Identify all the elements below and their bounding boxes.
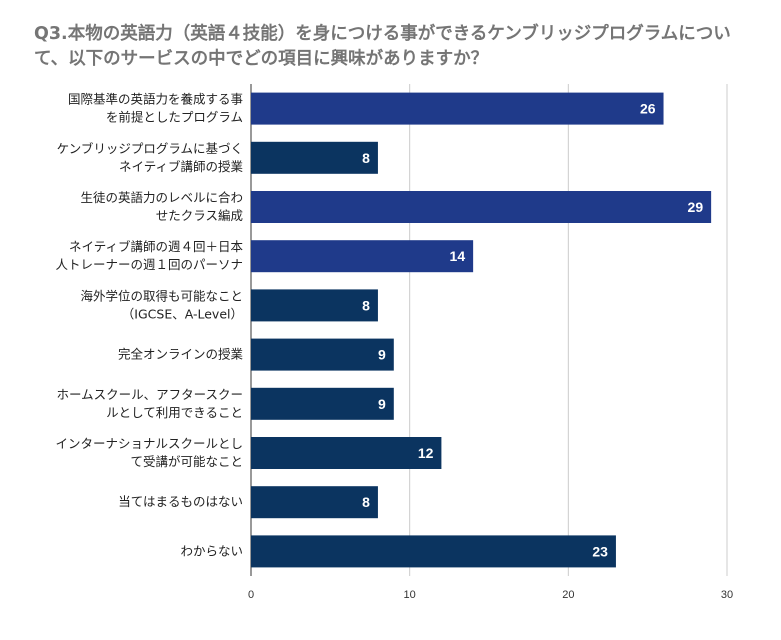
category-label: 完全オンラインの授業: [118, 347, 244, 362]
category-label: 当てはまるものはない: [118, 494, 243, 509]
category-label: ネイティブ講師の週４回＋日本: [69, 239, 244, 254]
bar: [251, 535, 616, 568]
category-label: ルとして利用できること: [106, 405, 243, 420]
data-label: 26: [640, 101, 656, 117]
category-label: を前提としたプログラム: [106, 110, 243, 125]
chart-title: Q3.本物の英語力（英語４技能）を身につける事ができるケンブリッジプログラムにつ…: [34, 24, 731, 69]
bar: [251, 387, 394, 420]
data-label: 9: [378, 396, 386, 412]
bar: [251, 338, 394, 371]
category-label: て受講が可能なこと: [130, 454, 243, 469]
data-label: 14: [450, 248, 466, 264]
data-label: 8: [362, 494, 370, 510]
category-label: 国際基準の英語力を養成する事: [68, 92, 243, 107]
category-label: 生徒の英語力のレベルに合わ: [80, 190, 243, 205]
category-label: 人トレーナーの週１回のパーソナ: [55, 257, 243, 272]
data-label: 9: [378, 347, 386, 363]
bar: [251, 437, 442, 469]
data-label: 23: [592, 543, 608, 559]
category-label: （IGCSE、A-Level）: [122, 306, 243, 321]
category-label: わからない: [180, 543, 243, 558]
bar: [251, 240, 474, 273]
category-label: ホームスクール、アフタースクー: [56, 387, 243, 402]
data-label: 29: [688, 199, 704, 215]
x-tick-label: 20: [562, 589, 574, 601]
category-label: ネイティブ講師の授業: [119, 159, 244, 174]
bar: [251, 141, 378, 174]
category-label: 海外学位の取得も可能なこと: [80, 288, 243, 303]
x-tick-label: 30: [721, 589, 733, 601]
category-label: インターナショナルスクールとし: [55, 436, 243, 451]
category-label: せたクラス編成: [156, 208, 243, 223]
data-label: 8: [362, 297, 370, 313]
x-tick-label: 10: [404, 589, 416, 601]
bar: [251, 191, 712, 223]
bar: [251, 486, 378, 519]
x-tick-label: 0: [248, 589, 254, 601]
category-label: ケンブリッジプログラムに基づく: [57, 141, 243, 156]
bar: [251, 289, 378, 322]
bar: [251, 92, 664, 125]
data-label: 12: [418, 445, 434, 461]
data-label: 8: [362, 150, 370, 166]
